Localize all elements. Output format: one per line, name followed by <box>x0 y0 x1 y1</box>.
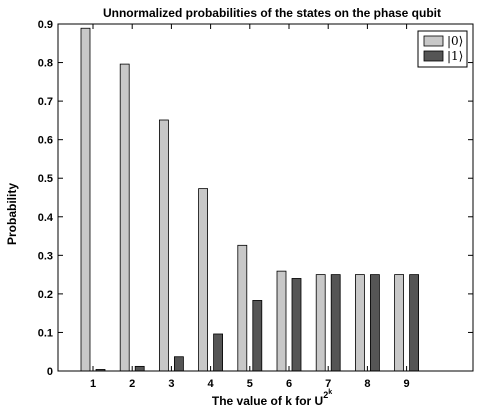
legend-label-1: |1⟩ <box>447 49 463 63</box>
y-tick-label: 0.3 <box>38 250 53 262</box>
bar-series-0-2 <box>119 63 130 372</box>
bar-series-0-3 <box>158 119 169 372</box>
x-axis-label-main: The value of k for U <box>212 394 323 408</box>
y-tick-label: 0.6 <box>38 135 53 147</box>
y-tick-label: 0 <box>47 366 53 378</box>
bar-series-0-9 <box>394 274 405 372</box>
bar-series-0-6 <box>276 270 287 372</box>
x-axis-label-exponent: 2 <box>323 390 328 400</box>
x-tick-label: 1 <box>90 378 96 390</box>
y-tick-label: 0.4 <box>38 212 54 224</box>
bar-series-1-6 <box>291 278 302 372</box>
bar-series-1-9 <box>409 274 420 372</box>
legend-label-0: |0⟩ <box>447 34 463 48</box>
bar-series-1-2 <box>134 365 145 372</box>
bar-series-1-5 <box>252 300 263 372</box>
bar-series-1-7 <box>330 274 341 372</box>
bar-series-0-1 <box>80 27 91 372</box>
bar-series-0-5 <box>237 244 248 372</box>
y-tick-label: 0.1 <box>38 327 53 339</box>
bar-series-0-4 <box>198 188 209 372</box>
x-tick-label: 7 <box>325 378 331 390</box>
x-tick-label: 2 <box>129 378 135 390</box>
legend: |0⟩ |1⟩ <box>417 30 468 68</box>
y-tick-label: 0.7 <box>38 96 53 108</box>
bar-series-1-3 <box>173 356 184 372</box>
y-tick-label: 0.2 <box>38 289 53 301</box>
bar-series-1-4 <box>213 333 224 372</box>
bar-series-0-7 <box>315 274 326 372</box>
legend-swatch-0 <box>423 35 444 47</box>
x-tick-label: 3 <box>168 378 174 390</box>
legend-swatch-1 <box>423 50 444 62</box>
bar-series-0-8 <box>354 274 365 372</box>
chart-title: Unnormalized probabilities of the states… <box>103 6 441 20</box>
x-tick-label: 4 <box>208 378 215 390</box>
x-axis-label-exponent-sup: k <box>328 389 332 396</box>
bar-series-1-8 <box>369 274 380 372</box>
bars-group <box>80 27 420 372</box>
ticks-group: 0 0.1 0.2 0.3 0.4 0.5 0.6 0.7 0.8 0.9 1 2 3 4 5 6 7 8 9 <box>38 19 473 390</box>
x-tick-label: 6 <box>286 378 292 390</box>
x-tick-label: 5 <box>247 378 253 390</box>
x-axis-label: The value of k for U2k <box>212 389 332 408</box>
x-tick-label: 9 <box>404 378 410 390</box>
y-tick-label: 0.5 <box>38 173 53 185</box>
y-tick-label: 0.9 <box>38 19 53 31</box>
y-axis-label: Probability <box>5 183 19 245</box>
plot-frame <box>57 23 474 372</box>
x-tick-label: 8 <box>364 378 370 390</box>
y-tick-label: 0.8 <box>38 58 53 70</box>
